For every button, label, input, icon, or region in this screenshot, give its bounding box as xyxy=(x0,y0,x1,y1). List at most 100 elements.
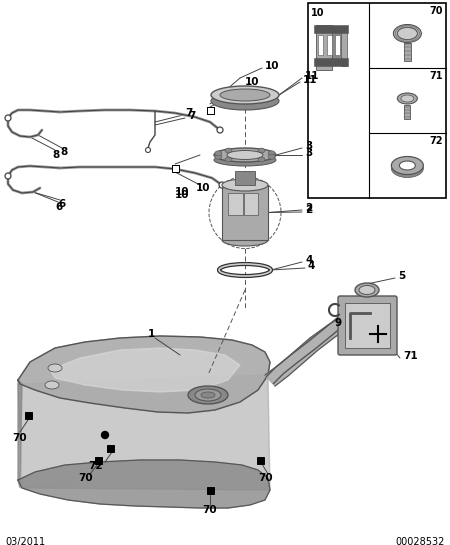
Ellipse shape xyxy=(215,151,222,156)
Bar xyxy=(405,105,410,118)
Ellipse shape xyxy=(258,148,265,153)
Bar xyxy=(345,303,390,348)
Text: 4: 4 xyxy=(305,255,312,265)
Ellipse shape xyxy=(225,148,232,153)
Ellipse shape xyxy=(214,154,276,166)
Ellipse shape xyxy=(222,179,268,191)
FancyBboxPatch shape xyxy=(338,296,397,355)
Text: 70: 70 xyxy=(12,433,27,443)
Bar xyxy=(171,165,179,172)
Bar xyxy=(94,457,102,463)
Text: 10: 10 xyxy=(311,8,324,18)
Ellipse shape xyxy=(258,157,265,162)
Text: 70: 70 xyxy=(202,505,216,515)
Text: 6: 6 xyxy=(55,202,62,212)
Ellipse shape xyxy=(188,386,228,404)
Bar xyxy=(327,35,332,55)
Ellipse shape xyxy=(220,89,270,101)
Bar xyxy=(314,58,348,66)
Ellipse shape xyxy=(399,164,415,173)
Bar xyxy=(207,106,213,113)
Ellipse shape xyxy=(359,286,375,294)
Text: 10: 10 xyxy=(175,190,189,200)
Text: 3: 3 xyxy=(305,148,312,158)
Ellipse shape xyxy=(268,154,275,159)
Text: 70: 70 xyxy=(78,473,93,483)
Text: 8: 8 xyxy=(60,147,67,157)
Polygon shape xyxy=(18,336,270,413)
Text: 00028532: 00028532 xyxy=(396,537,445,545)
Text: 9: 9 xyxy=(335,318,342,328)
Bar xyxy=(222,185,268,240)
Text: 10: 10 xyxy=(196,183,211,193)
Text: 3: 3 xyxy=(305,141,312,151)
Circle shape xyxy=(217,127,223,133)
Bar xyxy=(107,445,113,451)
Ellipse shape xyxy=(201,392,215,398)
Bar xyxy=(316,25,332,70)
Text: 71: 71 xyxy=(403,351,418,361)
Text: 10: 10 xyxy=(175,187,189,197)
Bar xyxy=(314,25,348,33)
Text: 2: 2 xyxy=(305,203,312,213)
Bar xyxy=(308,3,446,198)
Ellipse shape xyxy=(392,160,423,178)
Polygon shape xyxy=(265,310,356,386)
Bar xyxy=(341,29,347,66)
Text: 03/2011: 03/2011 xyxy=(5,537,45,545)
Text: 70: 70 xyxy=(258,473,273,483)
Text: 72: 72 xyxy=(429,136,443,146)
Circle shape xyxy=(5,173,11,179)
Ellipse shape xyxy=(211,86,279,104)
Bar xyxy=(318,35,323,55)
Bar xyxy=(244,193,258,215)
Text: 10: 10 xyxy=(245,77,260,87)
Ellipse shape xyxy=(392,156,423,174)
Text: 5: 5 xyxy=(398,271,405,281)
Circle shape xyxy=(102,432,108,439)
Text: 11: 11 xyxy=(303,75,318,85)
Circle shape xyxy=(219,182,225,188)
Text: 11: 11 xyxy=(305,71,320,81)
Bar xyxy=(171,165,179,172)
Text: 2: 2 xyxy=(305,205,312,215)
Bar xyxy=(207,487,213,494)
Ellipse shape xyxy=(227,150,263,160)
Text: 70: 70 xyxy=(429,6,443,16)
Text: 6: 6 xyxy=(58,199,65,209)
Text: 4: 4 xyxy=(308,261,315,271)
Ellipse shape xyxy=(355,283,379,297)
Ellipse shape xyxy=(268,151,275,156)
Ellipse shape xyxy=(45,381,59,389)
Text: 7: 7 xyxy=(185,108,193,118)
Ellipse shape xyxy=(215,154,222,159)
Bar xyxy=(332,31,342,64)
Polygon shape xyxy=(18,380,22,488)
Ellipse shape xyxy=(222,234,268,246)
Ellipse shape xyxy=(225,157,232,162)
Ellipse shape xyxy=(48,364,62,372)
Ellipse shape xyxy=(399,161,415,170)
Ellipse shape xyxy=(195,389,221,401)
Bar xyxy=(235,171,255,185)
Ellipse shape xyxy=(401,95,414,102)
Bar xyxy=(256,457,264,463)
Polygon shape xyxy=(18,375,270,490)
Text: 1: 1 xyxy=(148,329,155,339)
Circle shape xyxy=(5,115,11,121)
Ellipse shape xyxy=(214,148,276,162)
Text: 72: 72 xyxy=(88,461,103,471)
Polygon shape xyxy=(50,348,240,392)
Text: 10: 10 xyxy=(265,61,279,71)
Bar xyxy=(335,35,340,55)
Polygon shape xyxy=(18,460,270,508)
Text: 7: 7 xyxy=(188,111,195,121)
Bar xyxy=(207,106,213,113)
Text: 8: 8 xyxy=(52,150,59,160)
Bar xyxy=(24,411,32,419)
Ellipse shape xyxy=(211,92,279,110)
Ellipse shape xyxy=(397,93,417,104)
Bar xyxy=(228,193,243,215)
Text: 71: 71 xyxy=(429,71,443,81)
Ellipse shape xyxy=(397,27,417,39)
